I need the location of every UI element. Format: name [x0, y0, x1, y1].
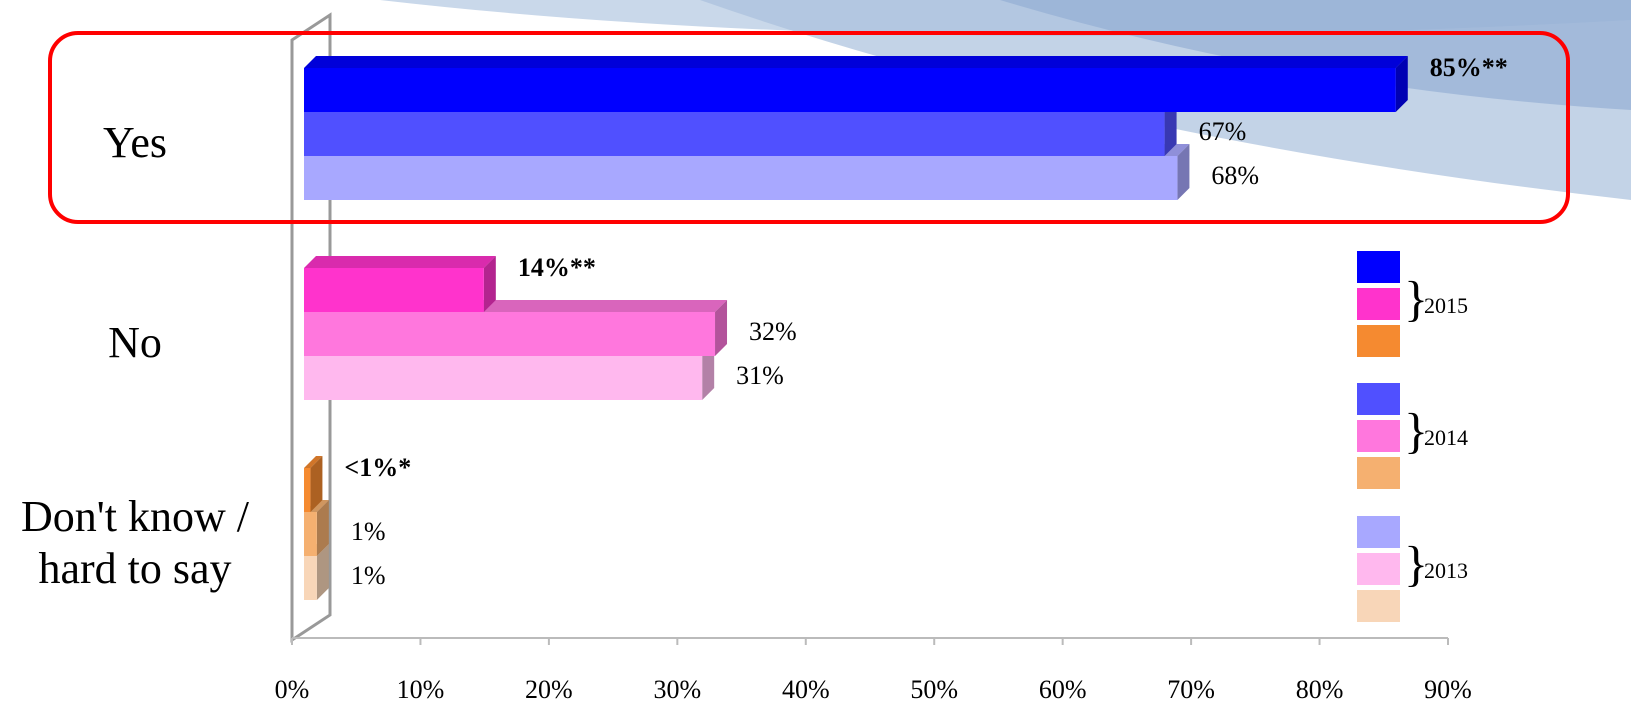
bar-top — [304, 256, 496, 268]
axis-wall — [290, 12, 332, 643]
bar — [304, 156, 1178, 200]
legend-brace: } — [1404, 535, 1428, 591]
bar-side — [316, 500, 329, 556]
bar — [304, 112, 1165, 156]
value-label: 31% — [736, 361, 784, 390]
bar — [304, 268, 484, 312]
category-label: Yes — [102, 117, 168, 167]
legend-swatch — [1357, 590, 1400, 622]
bar — [304, 468, 311, 512]
legend-label: 2015 — [1424, 293, 1468, 318]
x-tick-label: 40% — [782, 675, 830, 704]
value-label: 14%** — [518, 253, 596, 282]
highlight-box — [48, 31, 1570, 224]
bar-side — [715, 300, 728, 356]
x-tick-label: 80% — [1296, 675, 1344, 704]
bar-side — [310, 456, 323, 512]
value-label: 1% — [351, 517, 386, 546]
legend-swatch — [1357, 553, 1400, 585]
legend-swatch — [1357, 383, 1400, 415]
category-label: Don't know / hard to say — [21, 491, 249, 593]
decoration — [1000, 0, 1631, 110]
x-tick-label: 30% — [653, 675, 701, 704]
value-label: 68% — [1211, 161, 1259, 190]
legend-swatch — [1357, 325, 1400, 357]
x-tick-label: 90% — [1424, 675, 1472, 704]
x-tick-label: 60% — [1039, 675, 1087, 704]
bar-side — [316, 544, 329, 600]
value-label: 32% — [749, 317, 797, 346]
x-tick-label: 50% — [910, 675, 958, 704]
legend-swatch — [1357, 288, 1400, 320]
bar-side — [702, 344, 715, 400]
bar — [304, 556, 317, 600]
category-label: No — [108, 317, 162, 367]
legend-swatch — [1357, 251, 1400, 283]
legend-label: 2013 — [1424, 558, 1468, 583]
bar-side — [1395, 56, 1408, 112]
bar — [304, 312, 716, 356]
bar — [304, 356, 703, 400]
x-tick-label: 0% — [275, 675, 310, 704]
value-label: 85%** — [1430, 53, 1508, 82]
legend-brace: } — [1404, 402, 1428, 458]
legend-brace: } — [1404, 270, 1428, 326]
legend-label: 2014 — [1424, 425, 1468, 450]
bar — [304, 68, 1396, 112]
x-tick-label: 70% — [1167, 675, 1215, 704]
bar — [304, 512, 317, 556]
bar-side — [1177, 144, 1190, 200]
legend-swatch — [1357, 516, 1400, 548]
value-label: 67% — [1199, 117, 1247, 146]
x-tick-label: 20% — [525, 675, 573, 704]
bar-top — [304, 56, 1408, 68]
value-label: <1%* — [344, 453, 411, 482]
legend-swatch — [1357, 457, 1400, 489]
x-tick-label: 10% — [397, 675, 445, 704]
legend-swatch — [1357, 420, 1400, 452]
bar-top — [304, 456, 323, 468]
value-label: 1% — [351, 561, 386, 590]
bar-side — [483, 256, 496, 312]
bar-side — [1164, 100, 1177, 156]
